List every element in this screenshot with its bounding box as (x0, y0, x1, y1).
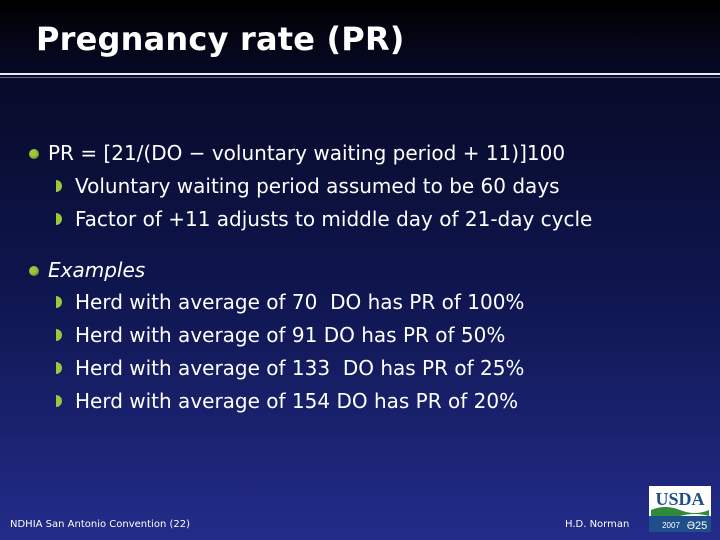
sub-bullet-icon (56, 329, 62, 341)
sub-bullet-icon (56, 180, 62, 192)
sub-bullet-text: Voluntary waiting period assumed to be 6… (75, 174, 560, 198)
sub-bullet-text: Herd with average of 154 DO has PR of 20… (75, 389, 519, 413)
usda-logo-year: 2007 (662, 521, 680, 530)
sub-bullet-icon (56, 395, 62, 407)
bullet-dot-icon (29, 266, 39, 276)
sub-bullet-icon (56, 362, 62, 374)
title-underline (0, 73, 720, 75)
usda-logo: USDA 2007 Ə25 (649, 486, 711, 532)
usda-logo-mark: Ə25 (687, 520, 708, 532)
sub-bullet-icon (56, 213, 62, 225)
footer-event: NDHIA San Antonio Convention (22) (10, 519, 190, 530)
usda-logo-text: USDA (655, 489, 704, 509)
bullet-text: PR = [21/(DO − voluntary waiting period … (48, 141, 566, 165)
slide-title: Pregnancy rate (PR) (36, 20, 405, 58)
usda-logo-swoosh-icon (651, 507, 709, 518)
sub-bullet-text: Factor of +11 adjusts to middle day of 2… (75, 207, 593, 231)
bullet-text: Examples (48, 258, 146, 282)
sub-bullet-text: Herd with average of 70 DO has PR of 100… (75, 290, 525, 314)
footer-author: H.D. Norman (565, 519, 630, 530)
bullet-dot-icon (29, 149, 39, 159)
sub-bullet-icon (56, 296, 62, 308)
sub-bullet-text: Herd with average of 133 DO has PR of 25… (75, 356, 525, 380)
sub-bullet-text: Herd with average of 91 DO has PR of 50% (75, 323, 506, 347)
title-underline-thin (0, 77, 720, 78)
